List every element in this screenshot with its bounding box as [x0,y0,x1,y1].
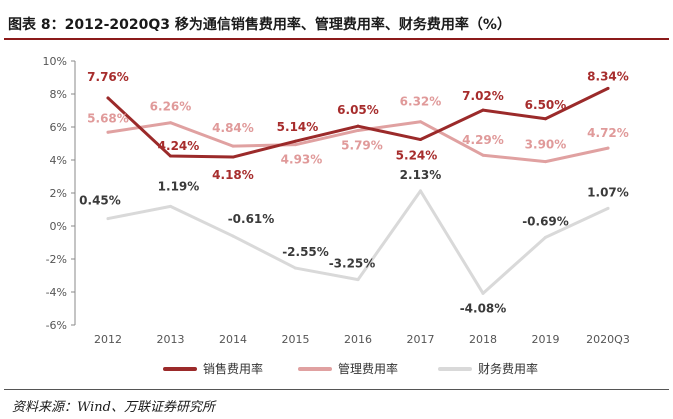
x-tick-label: 2015 [282,333,310,346]
data-point [419,138,422,142]
data-label: 4.24% [158,139,200,153]
chart-data-labels: 7.76% 4.24% 4.18% 5.14% 6.05% 5.24% 7.02% 6.50%… [79,69,629,315]
chart-legend: 销售费用率 管理费用率 财务费用率 [163,361,538,376]
y-tick-label: 8% [50,88,67,101]
x-tick-label: 2019 [532,333,560,346]
data-label: 8.34% [587,69,629,83]
figure-title: 图表 8：2012-2020Q3 移为通信销售费用率、管理费用率、财务费用率（%… [8,17,511,33]
data-point [481,153,485,157]
source-rule [4,389,669,390]
y-tick-label: 0% [50,220,67,233]
y-tick-label: -6% [46,319,67,332]
data-label: 6.50% [525,98,567,112]
data-label: -0.69% [522,214,569,228]
data-label: 7.76% [87,70,129,84]
data-label: 4.93% [281,153,323,167]
data-point [231,155,235,159]
data-label: 5.79% [341,138,383,152]
data-label: 0.45% [79,194,121,208]
data-label: -0.61% [228,212,275,226]
data-point [606,86,610,90]
data-label: 5.68% [87,111,129,125]
data-label: 2.13% [400,168,442,182]
data-label: 4.72% [587,126,629,140]
data-label: 6.05% [337,103,379,117]
data-point [419,120,422,124]
x-tick-label: 2013 [157,333,185,346]
data-point [544,160,547,164]
data-point [356,124,360,128]
data-point [231,234,235,238]
y-tick-label: 2% [50,187,67,200]
data-point [356,278,360,282]
series-line-3 [106,189,610,295]
data-point [169,154,172,158]
data-point [231,144,235,148]
data-label: 5.24% [396,149,438,163]
chart-axes: -6% -4% -2% 0% 2% 4% 6% 8% 10% 2012 2013 2014 2015 20… [43,55,630,346]
data-point [606,206,610,210]
y-tick-label: -4% [46,286,67,299]
y-tick-label: -2% [46,253,67,266]
data-label: 7.02% [462,89,504,103]
data-point [544,117,547,121]
x-tick-label: 2020Q3 [586,333,630,346]
data-label: -4.08% [460,301,507,315]
data-label: 1.07% [587,185,629,199]
data-label: 4.29% [462,133,504,147]
data-point [294,139,297,143]
data-label: 4.18% [212,168,254,182]
title-rule [4,38,669,40]
legend-label: 管理费用率 [338,361,398,376]
data-label: -2.55% [282,245,329,259]
data-point [106,217,110,221]
chart-lines [106,86,610,295]
data-point [606,146,610,150]
source-note: 资料来源：Wind、万联证券研究所 [12,400,215,415]
legend-label: 财务费用率 [478,361,538,376]
x-tick-label: 2012 [94,333,122,346]
data-point [106,96,110,100]
y-tick-label: 6% [50,121,67,134]
data-point [481,108,485,112]
data-label: 1.19% [158,179,200,193]
data-point [294,266,297,270]
data-label: -3.25% [329,257,376,271]
y-tick-label: 10% [43,55,67,68]
x-tick-label: 2014 [219,333,247,346]
legend-label: 销售费用率 [203,361,263,376]
data-label: 3.90% [525,138,567,152]
data-label: 4.84% [212,121,254,135]
data-point [419,189,422,193]
x-tick-label: 2016 [344,333,372,346]
data-point [356,128,360,132]
data-point [294,143,297,147]
y-tick-label: 4% [50,154,67,167]
data-label: 5.14% [277,120,319,134]
data-point [106,130,110,134]
data-label: 6.32% [400,95,442,109]
data-label: 6.26% [150,100,192,114]
data-point [481,291,485,295]
x-tick-label: 2017 [407,333,435,346]
data-point [544,235,547,239]
data-point [169,204,172,208]
data-point [169,121,172,125]
x-tick-label: 2018 [469,333,497,346]
